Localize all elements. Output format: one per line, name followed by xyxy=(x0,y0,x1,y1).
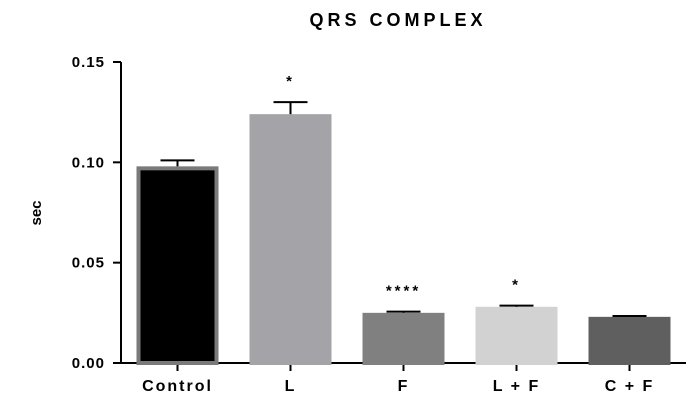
significance-label: **** xyxy=(386,283,421,300)
chart-title: QRS COMPLEX xyxy=(309,10,486,30)
y-tick-label: 0.15 xyxy=(72,54,105,71)
y-axis: 0.00 0.05 0.10 0.15 xyxy=(72,54,122,372)
y-tick-label: 0.00 xyxy=(72,355,105,372)
bar xyxy=(136,166,219,365)
bars: ***** * xyxy=(136,73,671,366)
x-tick-label: F xyxy=(398,378,410,395)
x-tick-label: Control xyxy=(142,378,213,395)
y-tick-label: 0.05 xyxy=(72,255,105,272)
bar xyxy=(249,114,332,365)
x-axis: Control L F L + F C + F xyxy=(120,362,686,395)
y-tick-label: 0.10 xyxy=(72,154,105,171)
bar xyxy=(588,316,671,366)
significance-label: * xyxy=(512,277,521,294)
y-axis-label: sec xyxy=(28,200,45,225)
significance-label: * xyxy=(286,73,295,90)
bar xyxy=(362,312,445,366)
bar xyxy=(475,306,558,365)
x-tick-label: L xyxy=(285,378,297,395)
x-tick-label: C + F xyxy=(605,378,655,395)
x-tick-label: L + F xyxy=(493,378,541,395)
